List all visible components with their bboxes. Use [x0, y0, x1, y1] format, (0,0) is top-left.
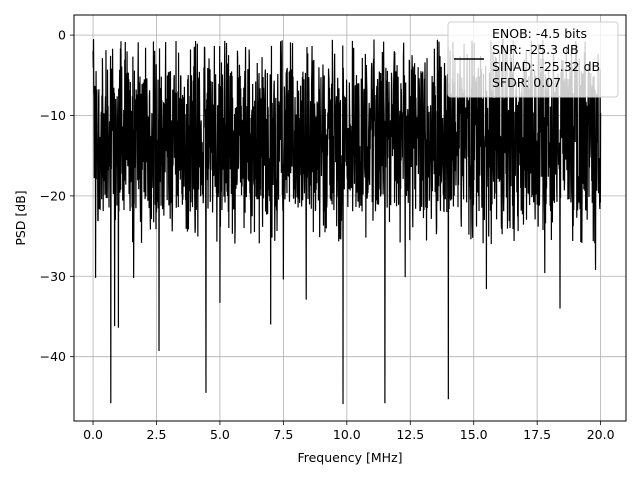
x-tick-label: 17.5	[523, 427, 551, 442]
x-tick-label: 10.0	[333, 427, 361, 442]
y-tick-label: −20	[40, 188, 66, 203]
x-tick-label: 20.0	[587, 427, 615, 442]
x-tick-label: 5.0	[210, 427, 230, 442]
legend-enob: ENOB: -4.5 bits	[492, 26, 587, 41]
axis-ticks: 0.0 2.5 5.0 7.5 10.0 12.5 15.0 17.5 20.0 0 −10 −20 −…	[40, 28, 615, 442]
psd-series	[92, 38, 602, 405]
y-tick-label: −10	[40, 108, 66, 123]
x-tick-label: 15.0	[460, 427, 488, 442]
x-tick-label: 2.5	[147, 427, 167, 442]
y-tick-label: 0	[58, 28, 66, 43]
y-tick-label: −40	[40, 349, 66, 364]
legend-snr: SNR: -25.3 dB	[492, 42, 579, 57]
y-axis-label: PSD [dB]	[13, 190, 28, 245]
x-axis-label: Frequency [MHz]	[297, 450, 402, 465]
plot-frame	[73, 14, 627, 422]
x-tick-label: 0.0	[83, 427, 103, 442]
legend-frame	[447, 21, 619, 98]
x-tick-label: 12.5	[396, 427, 424, 442]
legend-sinad: SINAD: -25.32 dB	[492, 59, 600, 74]
legend-sfdr: SFDR: 0.07	[492, 75, 561, 90]
y-tick-label: −30	[40, 269, 66, 284]
x-tick-label: 7.5	[273, 427, 293, 442]
legend: ENOB: -4.5 bits SNR: -25.3 dB SINAD: -25…	[447, 21, 619, 98]
psd-trace	[92, 38, 602, 405]
